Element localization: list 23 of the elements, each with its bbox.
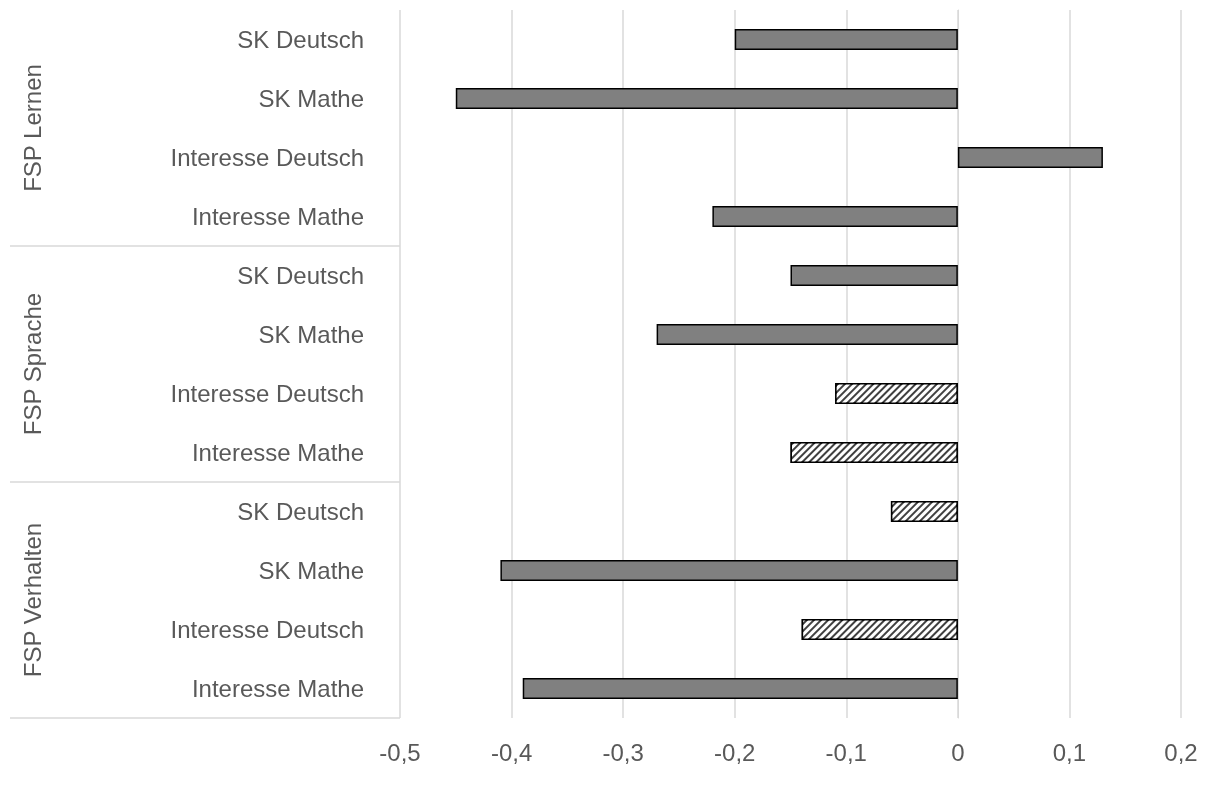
text: FSP Sprache — [18, 292, 46, 436]
y-tick-label: Interesse Mathe — [191, 675, 364, 702]
y-tick-label: Interesse Deutsch — [170, 144, 364, 171]
y-tick-label: SK Deutsch — [237, 262, 364, 289]
y-tick-label: Interesse Mathe — [191, 439, 364, 466]
x-tick-label: -0,5 — [379, 738, 421, 766]
y-tick-label: SK Mathe — [258, 85, 364, 112]
y-tick-label: SK Deutsch — [237, 498, 364, 525]
x-tick-label: 0,1 — [1052, 738, 1087, 766]
y-tick-label: Interesse Deutsch — [170, 616, 364, 643]
x-tick-label: -0,3 — [602, 738, 644, 766]
x-tick-label: 0,2 — [1164, 738, 1198, 766]
y-tick-label: SK Mathe — [258, 557, 364, 584]
text: FSP Lernen — [18, 64, 46, 192]
y-tick-label: Interesse Deutsch — [170, 380, 364, 407]
x-tick-label: -0,4 — [490, 738, 533, 766]
x-tick-label: 0 — [951, 738, 965, 766]
y-tick-label: SK Mathe — [258, 321, 364, 348]
text: FSP Verhalten — [18, 522, 46, 678]
x-tick-label: -0,2 — [714, 738, 756, 766]
y-tick-label: Interesse Mathe — [191, 203, 364, 230]
y-tick-label: SK Deutsch — [237, 26, 364, 53]
x-tick-label: -0,1 — [825, 738, 867, 766]
